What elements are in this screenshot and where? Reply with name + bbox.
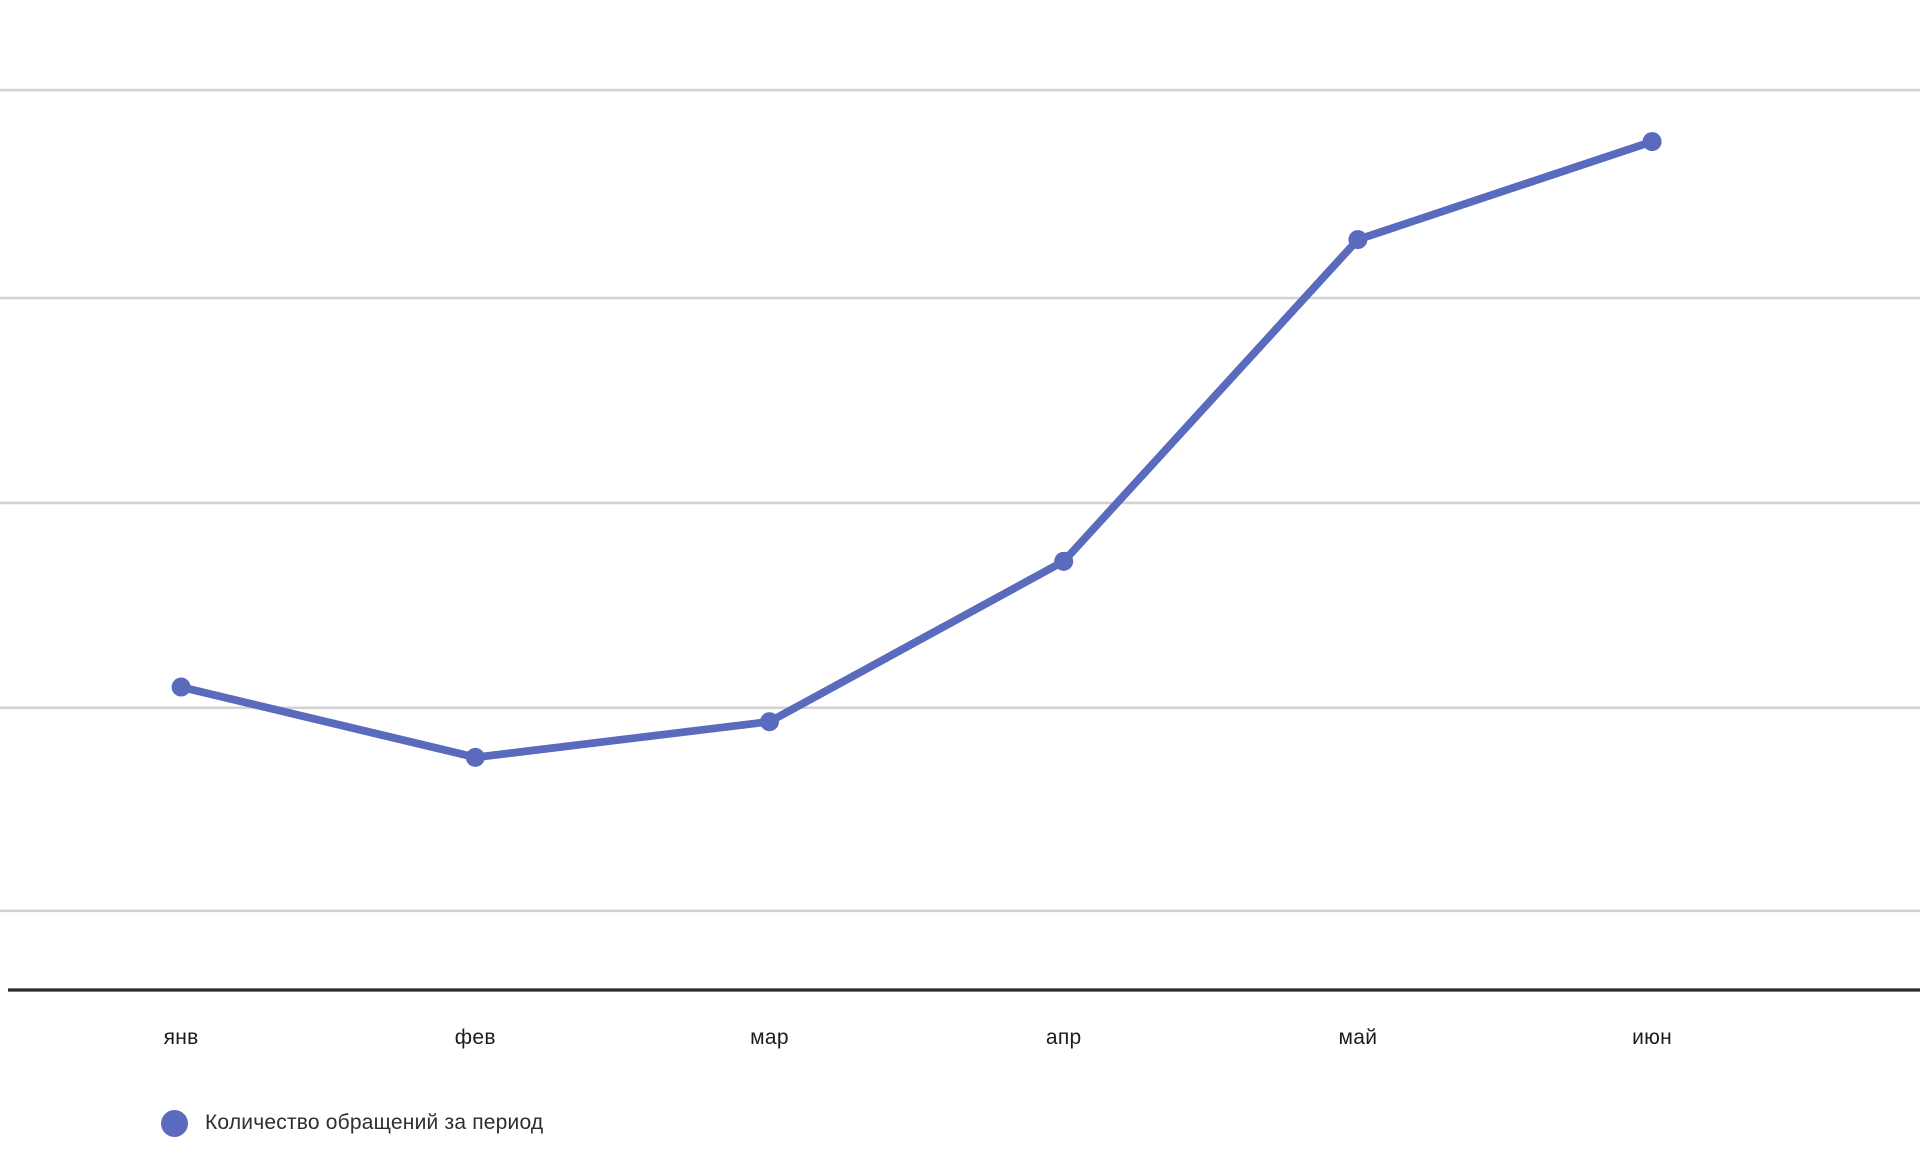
legend-item[interactable]: Количество обращений за период — [161, 1108, 543, 1138]
data-point-янв — [171, 677, 191, 697]
legend-circle-marker — [161, 1109, 188, 1137]
data-point-июн — [1642, 132, 1662, 152]
data-point-мар — [760, 712, 779, 732]
data-point-апр — [1054, 551, 1074, 571]
horizontal-gridlines — [0, 88, 1920, 913]
data-point-фев — [465, 747, 485, 767]
series-data-points — [171, 132, 1662, 767]
series-line — [177, 137, 1656, 762]
data-point-май — [1348, 230, 1368, 250]
legend-label: Количество обращений за период — [205, 1111, 544, 1134]
